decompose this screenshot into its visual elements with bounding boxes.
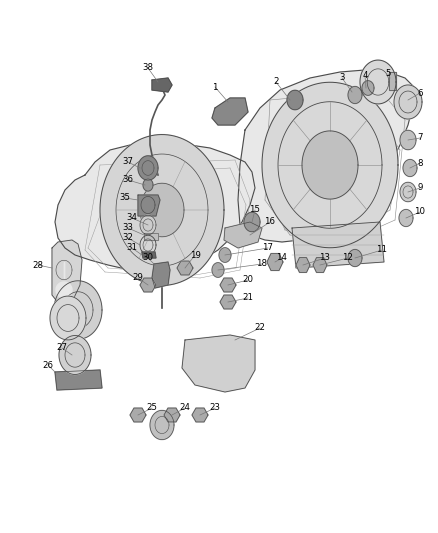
Text: 14: 14 xyxy=(276,254,287,262)
Polygon shape xyxy=(244,212,260,232)
Text: 4: 4 xyxy=(362,71,368,80)
Polygon shape xyxy=(362,80,374,95)
Polygon shape xyxy=(267,254,283,270)
Text: 26: 26 xyxy=(42,360,53,369)
Polygon shape xyxy=(292,222,384,268)
Polygon shape xyxy=(212,263,224,277)
Polygon shape xyxy=(143,179,153,191)
Polygon shape xyxy=(389,72,396,90)
Text: 17: 17 xyxy=(262,244,273,253)
Polygon shape xyxy=(140,215,156,235)
Text: 13: 13 xyxy=(319,254,331,262)
Text: 33: 33 xyxy=(123,223,134,232)
Text: 5: 5 xyxy=(385,69,391,78)
Polygon shape xyxy=(287,90,303,110)
Text: 28: 28 xyxy=(32,261,43,270)
Text: 11: 11 xyxy=(377,246,388,254)
Polygon shape xyxy=(177,261,193,275)
Text: 35: 35 xyxy=(120,193,131,203)
Polygon shape xyxy=(142,252,156,258)
Polygon shape xyxy=(144,233,158,240)
Text: 22: 22 xyxy=(254,324,265,333)
Text: 3: 3 xyxy=(339,74,345,83)
Text: 31: 31 xyxy=(127,244,138,253)
Polygon shape xyxy=(138,156,158,180)
Polygon shape xyxy=(150,410,174,440)
Polygon shape xyxy=(302,131,358,199)
Polygon shape xyxy=(50,296,86,340)
Polygon shape xyxy=(262,82,398,248)
Polygon shape xyxy=(394,85,422,119)
Text: 8: 8 xyxy=(417,158,423,167)
Polygon shape xyxy=(140,183,184,237)
Polygon shape xyxy=(55,370,102,390)
Text: 16: 16 xyxy=(265,217,276,227)
Text: 38: 38 xyxy=(142,63,153,72)
Text: 1: 1 xyxy=(212,83,218,92)
Text: 30: 30 xyxy=(142,254,153,262)
Polygon shape xyxy=(348,86,362,103)
Polygon shape xyxy=(55,143,255,272)
Polygon shape xyxy=(238,70,415,242)
Text: 36: 36 xyxy=(123,175,134,184)
Polygon shape xyxy=(212,98,248,125)
Polygon shape xyxy=(54,281,102,339)
Polygon shape xyxy=(182,335,255,392)
Polygon shape xyxy=(59,336,91,375)
Polygon shape xyxy=(296,257,310,272)
Polygon shape xyxy=(52,240,82,305)
Polygon shape xyxy=(348,249,362,266)
Text: 9: 9 xyxy=(417,183,423,192)
Text: 25: 25 xyxy=(146,403,158,413)
Polygon shape xyxy=(192,408,208,422)
Polygon shape xyxy=(360,60,396,104)
Polygon shape xyxy=(313,257,327,272)
Text: 24: 24 xyxy=(180,403,191,413)
Polygon shape xyxy=(400,182,416,201)
Polygon shape xyxy=(152,78,172,92)
Polygon shape xyxy=(130,408,146,422)
Text: 37: 37 xyxy=(123,157,134,166)
Polygon shape xyxy=(399,209,413,227)
Text: 15: 15 xyxy=(250,206,261,214)
Polygon shape xyxy=(152,262,170,288)
Text: 32: 32 xyxy=(123,233,134,243)
Text: 12: 12 xyxy=(343,254,353,262)
Polygon shape xyxy=(100,134,224,286)
Polygon shape xyxy=(403,159,417,176)
Text: 27: 27 xyxy=(57,343,67,352)
Polygon shape xyxy=(220,295,236,309)
Polygon shape xyxy=(56,282,72,298)
Text: 7: 7 xyxy=(417,133,423,142)
Text: 6: 6 xyxy=(417,88,423,98)
Text: 34: 34 xyxy=(127,214,138,222)
Text: 20: 20 xyxy=(243,276,254,285)
Polygon shape xyxy=(140,278,156,292)
Polygon shape xyxy=(220,278,236,292)
Polygon shape xyxy=(138,195,160,216)
Text: 10: 10 xyxy=(414,207,425,216)
Polygon shape xyxy=(164,408,180,422)
Polygon shape xyxy=(224,222,262,248)
Text: 2: 2 xyxy=(273,77,279,86)
Polygon shape xyxy=(219,248,231,262)
Text: 19: 19 xyxy=(190,251,201,260)
Text: 18: 18 xyxy=(257,260,268,269)
Polygon shape xyxy=(400,130,416,150)
Text: 29: 29 xyxy=(133,273,143,282)
Text: 23: 23 xyxy=(209,403,220,413)
Text: 21: 21 xyxy=(243,294,254,303)
